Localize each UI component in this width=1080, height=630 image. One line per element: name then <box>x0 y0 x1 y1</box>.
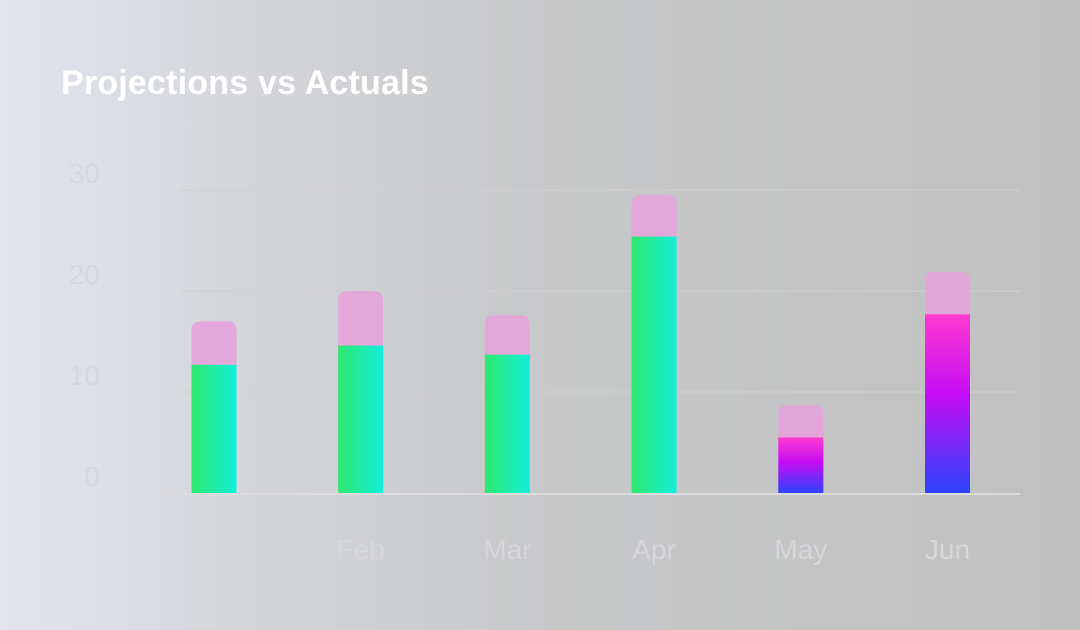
actual-bar-may <box>778 437 824 493</box>
y-tick-label: 20 <box>69 259 100 290</box>
x-tick-label: Apr <box>632 534 676 565</box>
x-tick-label: Jun <box>925 534 970 565</box>
y-tick-label: 30 <box>69 158 100 189</box>
y-tick-label: 10 <box>69 360 100 391</box>
actual-bar-apr <box>631 236 677 494</box>
actual-bar-jan <box>191 364 237 493</box>
y-tick-label: 0 <box>84 461 100 492</box>
chart-title: Projections vs Actuals <box>61 64 429 102</box>
x-tick-label: May <box>774 534 827 565</box>
x-tick-label: Jan <box>191 534 236 565</box>
x-tick-label: Feb <box>337 534 385 565</box>
actual-bar-mar <box>484 354 530 493</box>
x-tick-label: Mar <box>483 534 531 565</box>
actual-bar-feb <box>338 345 384 493</box>
actual-bar-jun <box>925 314 970 493</box>
